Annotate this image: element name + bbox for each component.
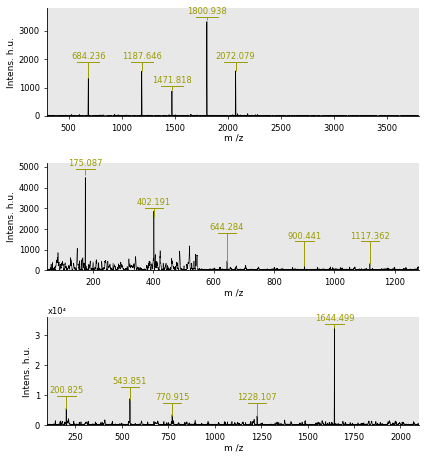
Text: 175.087: 175.087 xyxy=(68,159,103,168)
Text: 1187.646: 1187.646 xyxy=(122,52,161,61)
Text: 1228.107: 1228.107 xyxy=(237,393,277,402)
Text: 900.441: 900.441 xyxy=(287,232,322,241)
Text: 1800.938: 1800.938 xyxy=(187,7,227,16)
Text: 1644.499: 1644.499 xyxy=(315,314,354,323)
Text: 2072.079: 2072.079 xyxy=(216,52,256,61)
Text: 684.236: 684.236 xyxy=(71,52,106,61)
X-axis label: m /z: m /z xyxy=(224,134,243,143)
Text: 1471.818: 1471.818 xyxy=(152,76,192,85)
Text: 402.191: 402.191 xyxy=(137,198,171,207)
Text: 770.915: 770.915 xyxy=(155,393,189,402)
Y-axis label: Intens. h.u.: Intens. h.u. xyxy=(23,346,32,397)
X-axis label: m /z: m /z xyxy=(224,289,243,297)
Text: 543.851: 543.851 xyxy=(113,377,147,386)
Text: x10⁴: x10⁴ xyxy=(47,307,66,316)
X-axis label: m /z: m /z xyxy=(224,443,243,452)
Y-axis label: Intens. h.u.: Intens. h.u. xyxy=(7,191,16,242)
Text: 644.284: 644.284 xyxy=(210,224,244,232)
Y-axis label: Intens. h.u.: Intens. h.u. xyxy=(7,37,16,88)
Text: 1117.362: 1117.362 xyxy=(350,232,390,241)
Text: 200.825: 200.825 xyxy=(49,386,83,395)
